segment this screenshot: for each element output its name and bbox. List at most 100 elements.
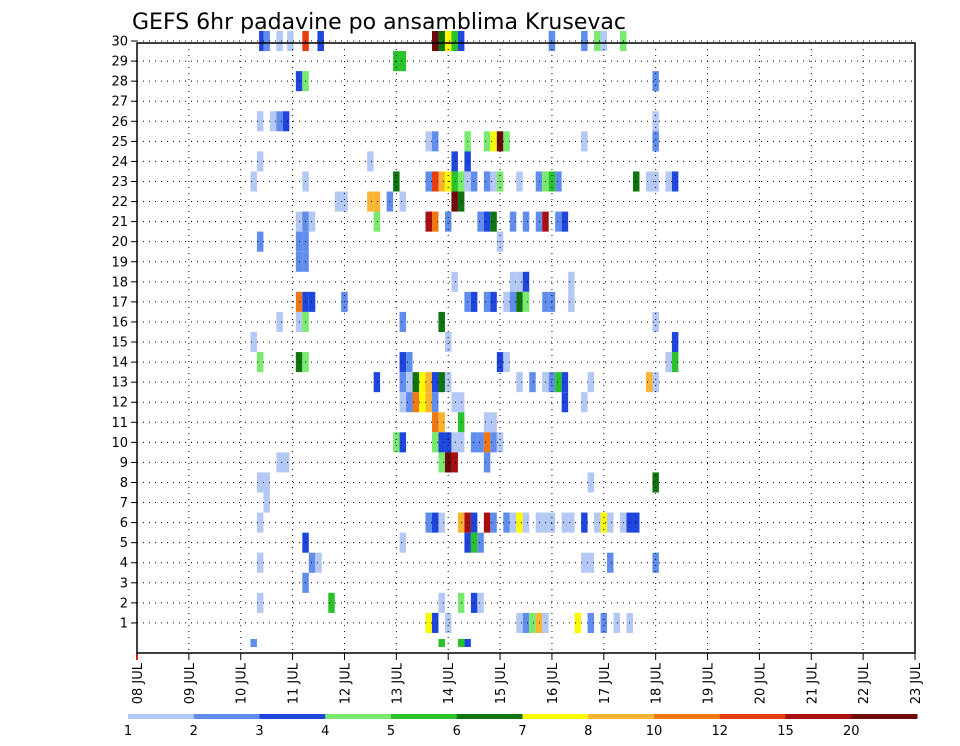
heatmap-cell bbox=[308, 291, 316, 312]
heatmap-cell bbox=[425, 171, 432, 192]
heatmap-cell bbox=[652, 311, 659, 332]
heatmap-cell bbox=[444, 452, 452, 473]
x-tick-label: 19 JUL bbox=[702, 662, 717, 704]
heatmap-cell bbox=[259, 30, 266, 52]
chart-title: GEFS 6hr padavine po ansamblima Krusevac bbox=[132, 10, 626, 35]
heatmap-cell bbox=[451, 151, 458, 172]
heatmap-cell bbox=[399, 392, 407, 413]
heatmap-cell bbox=[308, 552, 316, 573]
heatmap-cell bbox=[276, 111, 283, 132]
colorbar-label: 12 bbox=[711, 724, 728, 739]
heatmap-cell bbox=[496, 432, 504, 453]
heatmap-cell bbox=[256, 151, 264, 172]
heatmap-cell bbox=[509, 211, 517, 232]
heatmap-cell bbox=[438, 432, 445, 453]
heatmap-cell bbox=[425, 372, 432, 393]
heatmap-cell bbox=[444, 612, 452, 633]
heatmap-cell bbox=[287, 30, 294, 52]
heatmap-cell bbox=[522, 271, 530, 292]
heatmap-cell bbox=[652, 372, 659, 393]
heatmap-cell bbox=[483, 412, 491, 433]
colorbar-label: 3 bbox=[255, 724, 263, 739]
heatmap-cell bbox=[256, 552, 264, 573]
x-tick-label: 09 JUL bbox=[183, 662, 198, 704]
heatmap-cell bbox=[516, 291, 523, 312]
plot-frame bbox=[136, 42, 916, 654]
heatmap-cell bbox=[470, 291, 478, 312]
heatmap-cell bbox=[328, 592, 335, 613]
heatmap-cell bbox=[444, 30, 452, 52]
heatmap-cell bbox=[470, 512, 478, 533]
heatmap-cell bbox=[613, 612, 620, 633]
heatmap-cell bbox=[535, 171, 543, 192]
heatmap-cell bbox=[555, 211, 562, 232]
heatmap-cell bbox=[600, 612, 608, 633]
heatmap-cell bbox=[477, 532, 484, 553]
heatmap-cell bbox=[522, 291, 530, 312]
x-tick-label: 18 JUL bbox=[650, 662, 665, 704]
y-tick-label: 8 bbox=[120, 476, 128, 491]
heatmap-cell bbox=[568, 271, 575, 292]
heatmap-cell bbox=[451, 452, 458, 473]
heatmap-cell bbox=[444, 372, 452, 393]
heatmap-cell bbox=[607, 552, 614, 573]
heatmap-cell bbox=[412, 392, 420, 413]
heatmap-cell bbox=[438, 452, 445, 473]
y-tick-label: 5 bbox=[120, 536, 128, 551]
y-tick-label: 28 bbox=[111, 75, 128, 90]
heatmap-cell bbox=[561, 211, 569, 232]
heatmap-cell bbox=[399, 532, 407, 553]
heatmap-cell bbox=[496, 352, 504, 373]
colorbar-label: 5 bbox=[387, 724, 395, 739]
heatmap-cell bbox=[645, 171, 653, 192]
heatmap-cell bbox=[671, 352, 679, 373]
heatmap-cell bbox=[587, 552, 595, 573]
heatmap-cell bbox=[568, 291, 575, 312]
heatmap-cell bbox=[607, 512, 614, 533]
heatmap-cell bbox=[652, 71, 659, 92]
heatmap-cell bbox=[516, 171, 523, 192]
heatmap-cell bbox=[276, 311, 283, 332]
heatmap-cell bbox=[464, 638, 471, 647]
heatmap-cell bbox=[587, 612, 595, 633]
y-tick-label: 9 bbox=[120, 456, 128, 471]
heatmap-cell bbox=[451, 432, 458, 453]
heatmap-cell bbox=[516, 612, 523, 633]
heatmap-cell bbox=[516, 372, 523, 393]
colorbar-label: 4 bbox=[321, 724, 329, 739]
x-tick-label: 13 JUL bbox=[390, 662, 405, 704]
heatmap-cell bbox=[373, 211, 381, 232]
heatmap-cell bbox=[269, 111, 277, 132]
colorbar-label: 20 bbox=[843, 724, 860, 739]
heatmap-cell bbox=[399, 352, 407, 373]
heatmap-cell bbox=[665, 171, 672, 192]
y-tick-label: 14 bbox=[111, 356, 128, 371]
heatmap-cell bbox=[451, 392, 458, 413]
heatmap-cell bbox=[263, 472, 270, 493]
heatmap-cell bbox=[431, 131, 439, 152]
x-tick-label: 23 JUL bbox=[909, 662, 924, 704]
heatmap-cell bbox=[438, 30, 445, 52]
heatmap-cell bbox=[529, 372, 536, 393]
x-tick-label: 12 JUL bbox=[338, 662, 353, 704]
colorbar-label: 1 bbox=[124, 724, 132, 739]
colorbar-swatch bbox=[325, 714, 392, 719]
heatmap-cell bbox=[483, 512, 491, 533]
y-tick-label: 13 bbox=[111, 376, 128, 391]
heatmap-cell bbox=[600, 512, 608, 533]
heatmap-cell bbox=[451, 171, 458, 192]
colorbar-label: 6 bbox=[453, 724, 461, 739]
colorbar-label: 7 bbox=[518, 724, 526, 739]
colorbar-swatch bbox=[456, 714, 523, 719]
heatmap-cell bbox=[483, 171, 491, 192]
heatmap-cell bbox=[587, 472, 595, 493]
y-tick-label: 11 bbox=[111, 416, 128, 431]
y-tick-label: 25 bbox=[111, 135, 128, 150]
heatmap-cell bbox=[444, 432, 452, 453]
heatmap-cell bbox=[490, 432, 497, 453]
heatmap-cell bbox=[393, 432, 400, 453]
heatmap-cell bbox=[438, 311, 445, 332]
heatmap-cell bbox=[263, 492, 270, 513]
y-tick-label: 30 bbox=[111, 35, 128, 50]
